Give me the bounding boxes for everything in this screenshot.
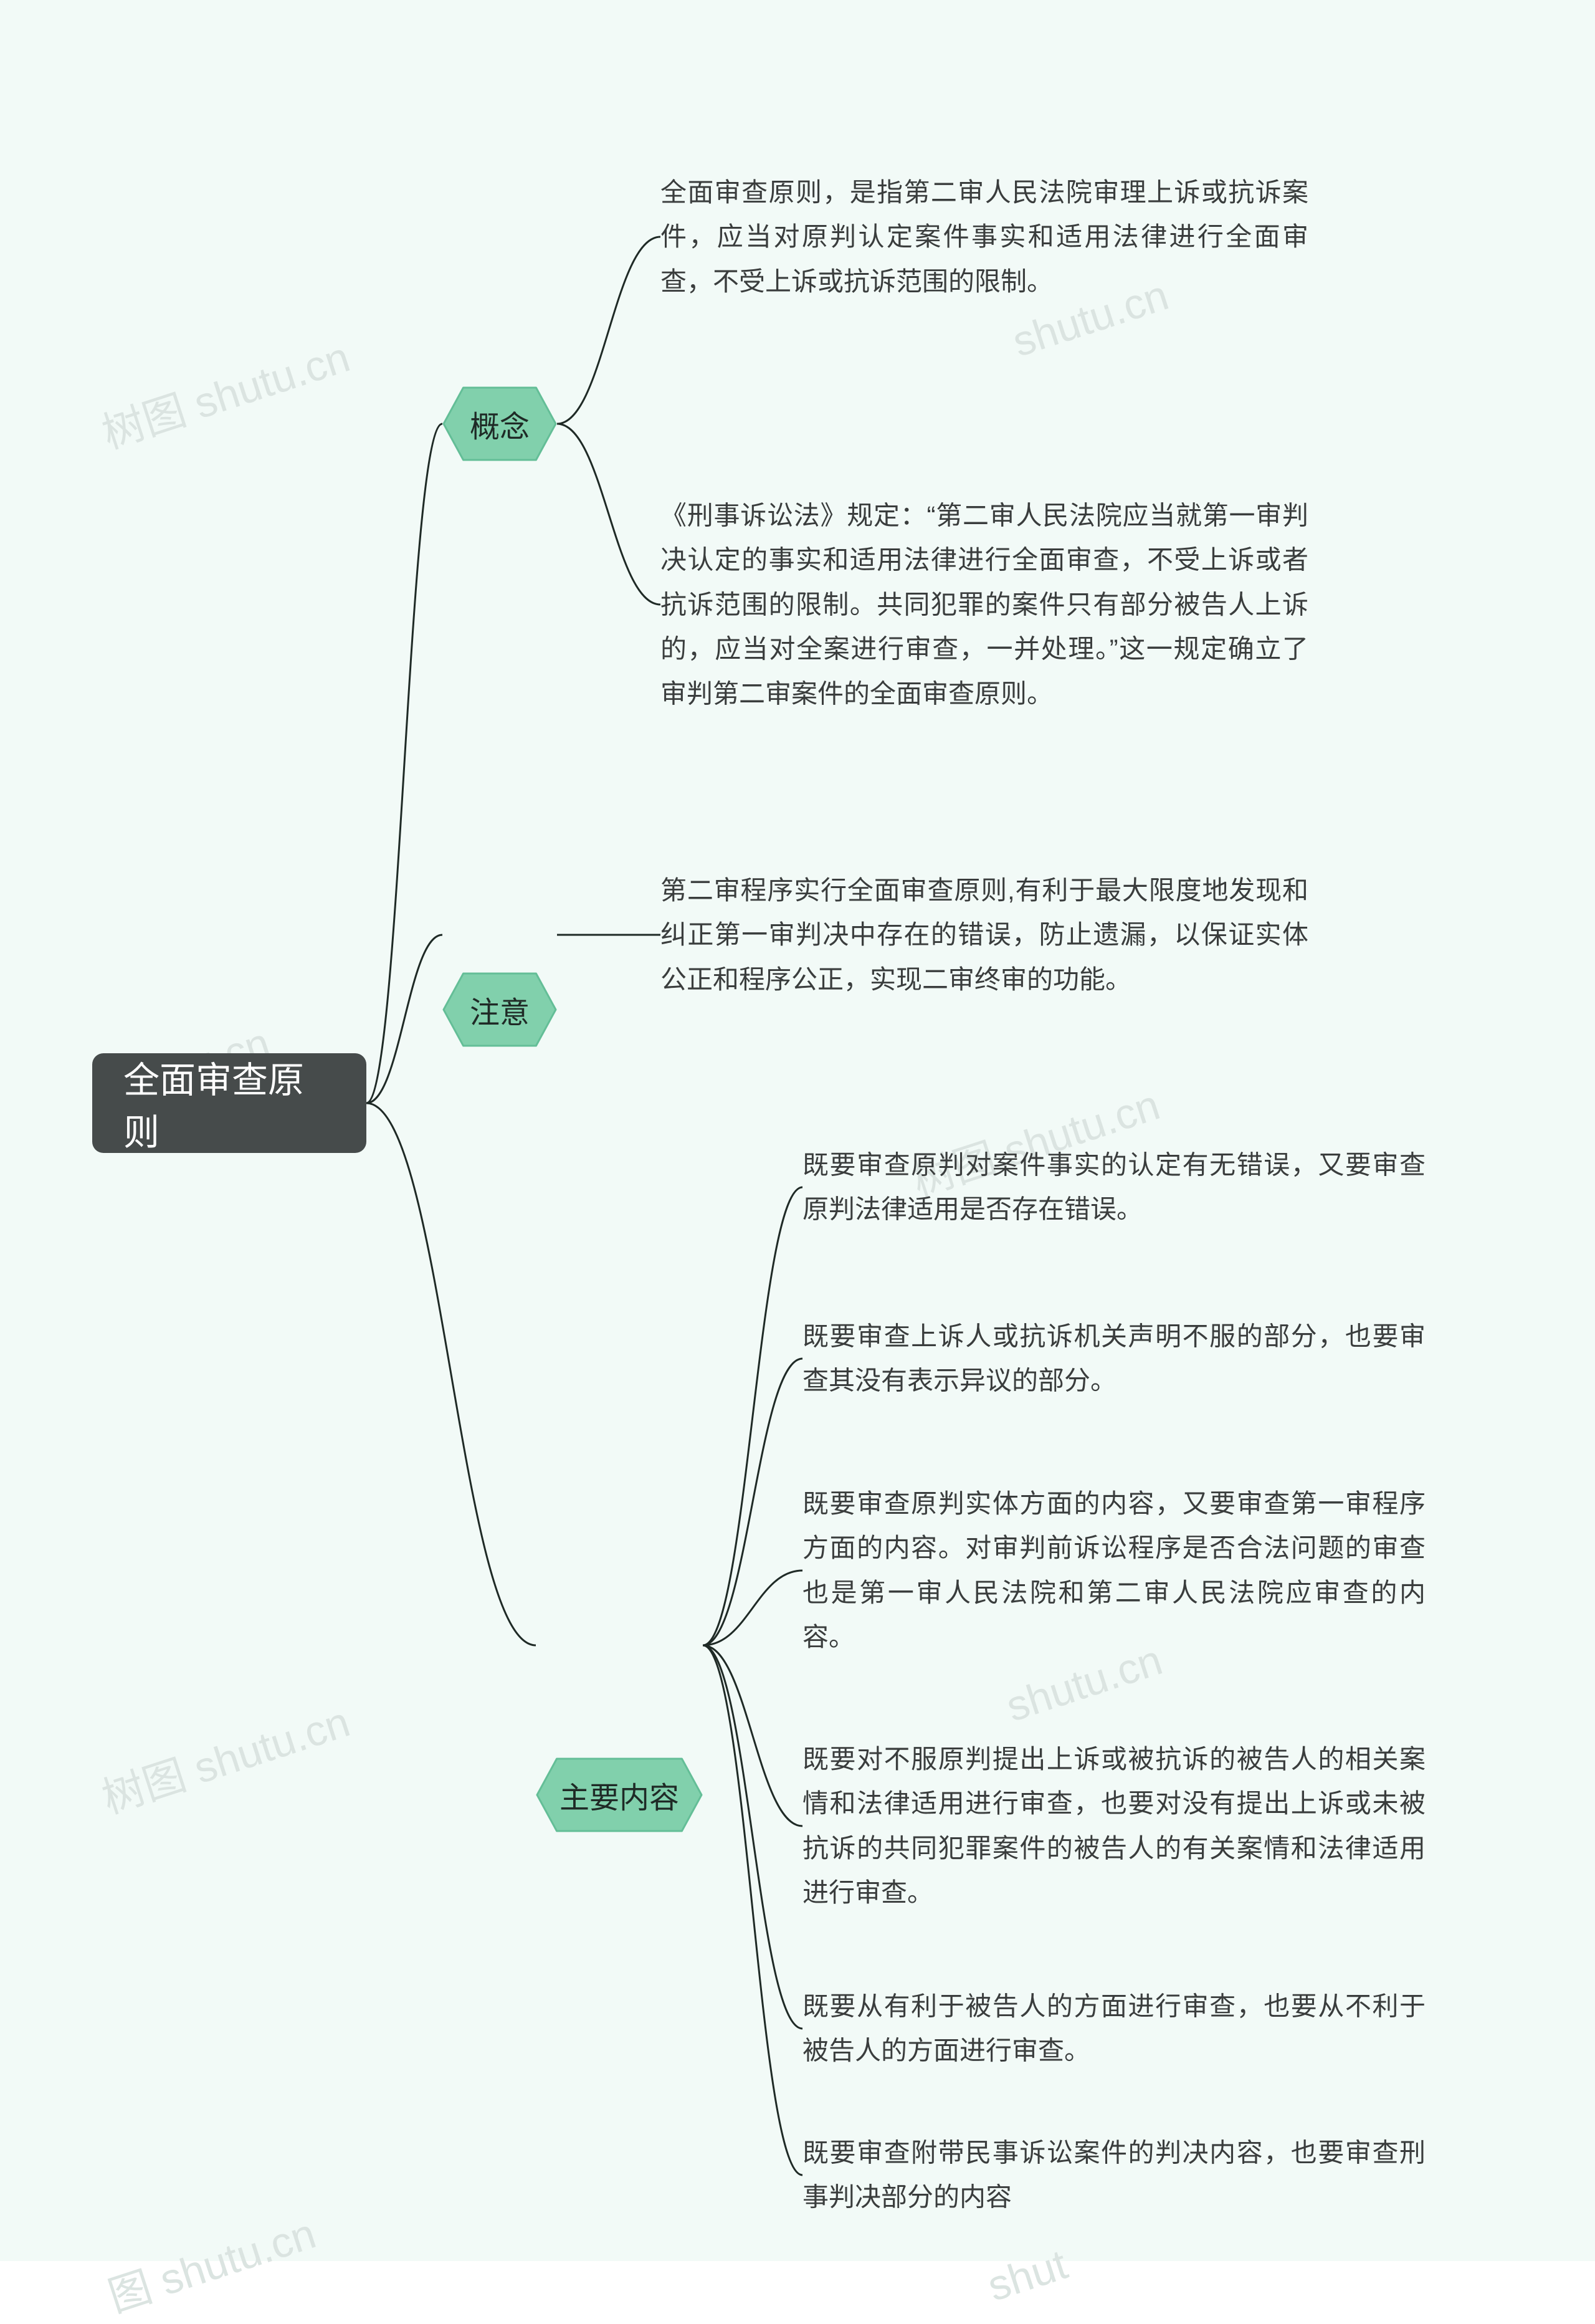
branch-node-concept[interactable]: 概念 bbox=[442, 386, 557, 461]
leaf-node: 全面审查原则，是指第二审人民法院审理上诉或抗诉案件，应当对原判认定案件事实和适用… bbox=[660, 170, 1308, 304]
branch-label: 概念 bbox=[470, 402, 530, 446]
leaf-node: 既要审查附带民事诉讼案件的判决内容，也要审查刑事判决部分的内容 bbox=[802, 2131, 1426, 2220]
branch-node-content[interactable]: 主要内容 bbox=[536, 1757, 703, 1832]
branch-label: 主要内容 bbox=[559, 1773, 679, 1817]
leaf-node: 既要审查原判实体方面的内容，又要审查第一审程序方面的内容。对审判前诉讼程序是否合… bbox=[802, 1481, 1426, 1660]
root-label: 全面审查原则 bbox=[123, 1051, 335, 1155]
leaf-node: 既要审查原判对案件事实的认定有无错误，又要审查原判法律适用是否存在错误。 bbox=[802, 1143, 1426, 1232]
leaf-node: 既要从有利于被告人的方面进行审查，也要从不利于被告人的方面进行审查。 bbox=[802, 1984, 1426, 2073]
root-node[interactable]: 全面审查原则 bbox=[92, 1053, 366, 1153]
leaf-node: 既要审查上诉人或抗诉机关声明不服的部分，也要审查其没有表示异议的部分。 bbox=[802, 1314, 1426, 1403]
leaf-node: 既要对不服原判提出上诉或被抗诉的被告人的相关案情和法律适用进行审查，也要对没有提… bbox=[802, 1737, 1426, 1915]
leaf-node: 第二审程序实行全面审查原则,有利于最大限度地发现和纠正第一审判决中存在的错误，防… bbox=[660, 868, 1308, 1002]
leaf-node: 《刑事诉讼法》规定：“第二审人民法院应当就第一审判决认定的事实和适用法律进行全面… bbox=[660, 494, 1308, 716]
branch-node-note[interactable]: 注意 bbox=[442, 972, 557, 1047]
branch-label: 注意 bbox=[470, 988, 530, 1031]
